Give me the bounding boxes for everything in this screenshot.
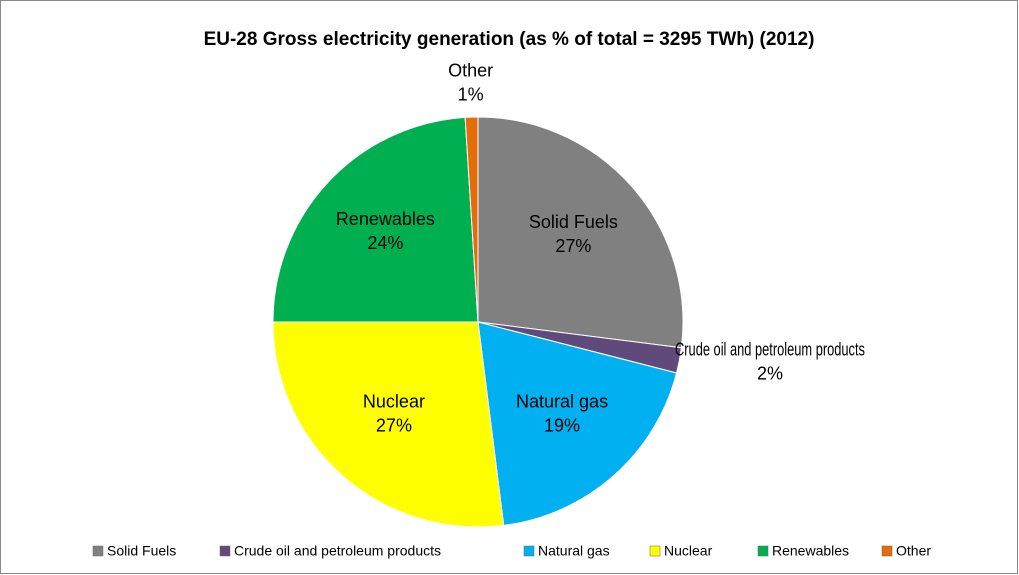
legend-swatch bbox=[649, 545, 661, 557]
legend-label: Crude oil and petroleum products bbox=[234, 543, 441, 559]
label-value: 19% bbox=[544, 415, 580, 435]
pie-slice bbox=[272, 116, 479, 323]
data-label: Nuclear 27% bbox=[363, 391, 425, 435]
legend-swatch bbox=[219, 545, 231, 557]
label-value: 27% bbox=[555, 236, 591, 256]
legend-label: Other bbox=[896, 543, 931, 559]
label-value: 24% bbox=[367, 233, 403, 253]
legend-swatch bbox=[92, 545, 104, 557]
legend-label: Natural gas bbox=[538, 543, 610, 559]
label-name: Crude oil and petroleum products bbox=[675, 340, 865, 360]
label-value: 27% bbox=[376, 415, 412, 435]
label-name: Nuclear bbox=[363, 391, 425, 411]
label-name: Natural gas bbox=[516, 391, 608, 411]
legend-swatch bbox=[757, 545, 769, 557]
pie-slice bbox=[272, 321, 505, 528]
pie-slice bbox=[464, 116, 479, 323]
pie-slice bbox=[477, 321, 678, 526]
label-value: 2% bbox=[757, 364, 783, 384]
label-name: Solid Fuels bbox=[529, 212, 618, 232]
legend-swatch bbox=[523, 545, 535, 557]
legend-label: Nuclear bbox=[664, 543, 713, 559]
legend-label: Solid Fuels bbox=[107, 543, 176, 559]
chart-title: EU-28 Gross electricity generation (as %… bbox=[204, 29, 815, 50]
legend-swatch bbox=[881, 545, 893, 557]
label-value: 1% bbox=[458, 84, 484, 104]
data-label: Crude oil and petroleum products 2% bbox=[675, 340, 865, 384]
data-label: Solid Fuels 27% bbox=[529, 212, 618, 256]
legend-label: Renewables bbox=[772, 543, 849, 559]
data-label: Other 1% bbox=[448, 60, 493, 104]
pie-slice bbox=[477, 116, 684, 349]
data-label: Renewables 24% bbox=[336, 209, 435, 253]
label-name: Other bbox=[448, 60, 493, 80]
label-name: Renewables bbox=[336, 209, 435, 229]
data-label: Natural gas 19% bbox=[516, 391, 608, 435]
